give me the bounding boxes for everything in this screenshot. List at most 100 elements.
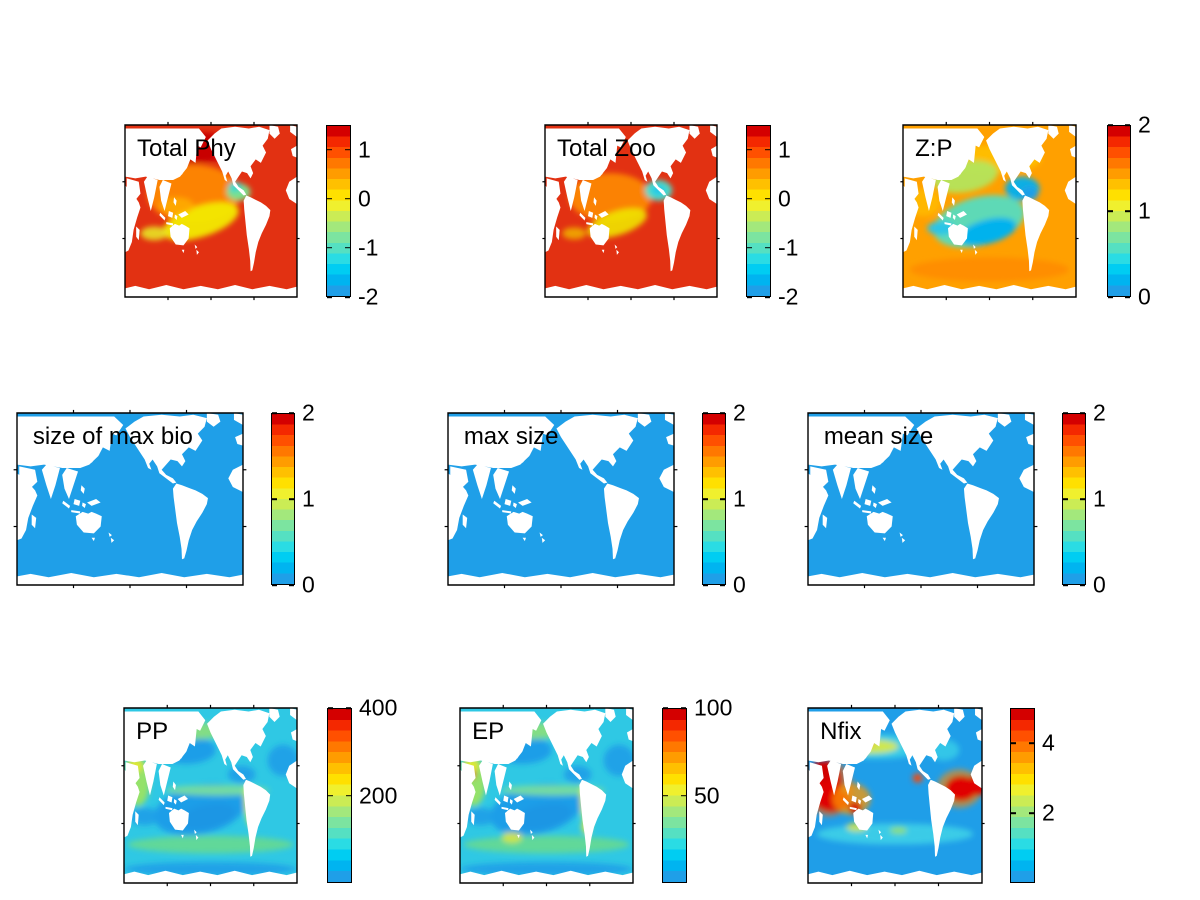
- colorbar-gradient: [1010, 708, 1035, 883]
- colorbar-tick-mark: [663, 707, 668, 709]
- colorbar-tick-label: -2: [358, 283, 379, 310]
- colorbar-tick-mark: [272, 498, 277, 500]
- colorbar-tick-mark: [1063, 412, 1068, 414]
- colorbar-tick-mark: [1080, 412, 1085, 414]
- colorbar-tick-mark: [346, 707, 351, 709]
- colorbar-tick-mark: [1011, 812, 1016, 814]
- colorbar-tick-mark: [681, 794, 686, 797]
- map-ep: EP: [460, 708, 633, 883]
- map-max-size: max size: [448, 413, 674, 585]
- world-map: [17, 413, 243, 585]
- colorbar-tick-label: 0: [1093, 571, 1106, 598]
- colorbar-size-of-max-bio: 2 1 0: [271, 401, 315, 596]
- colorbar-tick-label: 1: [733, 485, 746, 512]
- colorbar-tick-mark: [1029, 812, 1034, 814]
- colorbar-tick-label: 1: [302, 485, 315, 512]
- colorbar-tick-label: 2: [1093, 399, 1106, 426]
- colorbar-tick-label: 100: [694, 694, 733, 721]
- colorbar-total-phy: 1 0 -1 -2: [326, 125, 378, 308]
- map-zp-ratio: Z:P: [903, 125, 1076, 297]
- map-title: Z:P: [915, 135, 953, 163]
- colorbar-tick-mark: [720, 498, 725, 500]
- colorbar-tick-mark: [747, 296, 752, 298]
- colorbar-tick-mark: [1108, 210, 1113, 212]
- colorbar-tick-mark: [1108, 124, 1113, 126]
- colorbar-tick-mark: [1125, 124, 1130, 126]
- world-map: [545, 125, 717, 297]
- colorbar-ep: 100 50: [662, 696, 732, 883]
- world-map: [808, 708, 982, 883]
- colorbar-tick-mark: [681, 707, 686, 709]
- colorbar-tick-mark: [328, 707, 333, 709]
- colorbar-tick-label: 1: [358, 136, 371, 163]
- colorbar-tick-label: 400: [359, 694, 398, 721]
- world-map: [125, 125, 297, 297]
- colorbar-tick-mark: [1080, 584, 1085, 586]
- map-pp: PP: [124, 708, 297, 883]
- map-size-of-max-bio: size of max bio: [17, 413, 243, 585]
- colorbar-tick-mark: [345, 296, 350, 298]
- map-title: mean size: [823, 423, 934, 451]
- colorbar-tick-mark: [289, 412, 294, 414]
- colorbar-tick-label: -2: [778, 283, 799, 310]
- colorbar-tick-mark: [765, 148, 770, 151]
- colorbar-zp-ratio: 2 1 0: [1107, 113, 1151, 308]
- map-title: Total Phy: [137, 135, 236, 163]
- colorbar-tick-mark: [663, 794, 668, 797]
- map-title: Nfix: [820, 718, 862, 746]
- map-total-phy: Total Phy: [125, 125, 297, 297]
- colorbar-tick-mark: [1080, 498, 1085, 500]
- map-total-zoo: Total Zoo: [545, 125, 717, 297]
- colorbar-tick-mark: [345, 197, 350, 200]
- colorbar-tick-mark: [345, 247, 350, 249]
- colorbar-tick-label: 2: [302, 399, 315, 426]
- colorbar-tick-label: -1: [778, 234, 799, 261]
- colorbar-tick-label: 0: [778, 185, 791, 212]
- map-title: Total Zoo: [557, 135, 656, 163]
- world-map: [124, 708, 297, 883]
- colorbar-tick-mark: [1108, 296, 1113, 298]
- colorbar-total-zoo: 1 0 -1 -2: [746, 125, 798, 308]
- colorbar-tick-mark: [328, 794, 333, 797]
- colorbar-tick-mark: [327, 247, 332, 249]
- colorbar-tick-mark: [327, 148, 332, 151]
- colorbar-tick-mark: [1063, 498, 1068, 500]
- map-title: max size: [463, 423, 559, 451]
- map-title: EP: [472, 718, 505, 746]
- colorbar-tick-mark: [1011, 742, 1016, 744]
- colorbar-tick-label: 0: [733, 571, 746, 598]
- colorbar-tick-mark: [1029, 742, 1034, 744]
- map-mean-size: mean size: [808, 413, 1034, 585]
- colorbar-tick-mark: [747, 247, 752, 249]
- colorbar-tick-label: 1: [1093, 485, 1106, 512]
- colorbar-tick-mark: [272, 412, 277, 414]
- colorbar-tick-mark: [346, 794, 351, 797]
- colorbar-tick-label: 2: [733, 399, 746, 426]
- colorbar-tick-label: 1: [778, 136, 791, 163]
- colorbar-tick-mark: [703, 498, 708, 500]
- colorbar-tick-mark: [747, 148, 752, 151]
- colorbar-tick-label: 0: [1138, 283, 1151, 310]
- colorbar-tick-label: 50: [694, 782, 720, 808]
- colorbar-tick-mark: [765, 296, 770, 298]
- colorbar-pp: 400 200: [327, 696, 397, 883]
- colorbar-max-size: 2 1 0: [702, 401, 746, 596]
- map-title: size of max bio: [32, 423, 193, 451]
- colorbar-tick-label: 4: [1042, 729, 1055, 756]
- colorbar-tick-mark: [327, 197, 332, 200]
- world-map: [808, 413, 1034, 585]
- colorbar-mean-size: 2 1 0: [1062, 401, 1106, 596]
- colorbar-tick-mark: [289, 498, 294, 500]
- world-map: [903, 125, 1076, 297]
- colorbar-tick-label: 1: [1138, 197, 1151, 224]
- colorbar-tick-label: 2: [1138, 111, 1151, 138]
- colorbar-tick-mark: [720, 584, 725, 586]
- colorbar-tick-label: -1: [358, 234, 379, 261]
- colorbar-tick-mark: [272, 584, 277, 586]
- colorbar-tick-mark: [765, 247, 770, 249]
- colorbar-tick-mark: [1125, 296, 1130, 298]
- colorbar-tick-mark: [327, 296, 332, 298]
- map-title: PP: [136, 718, 169, 746]
